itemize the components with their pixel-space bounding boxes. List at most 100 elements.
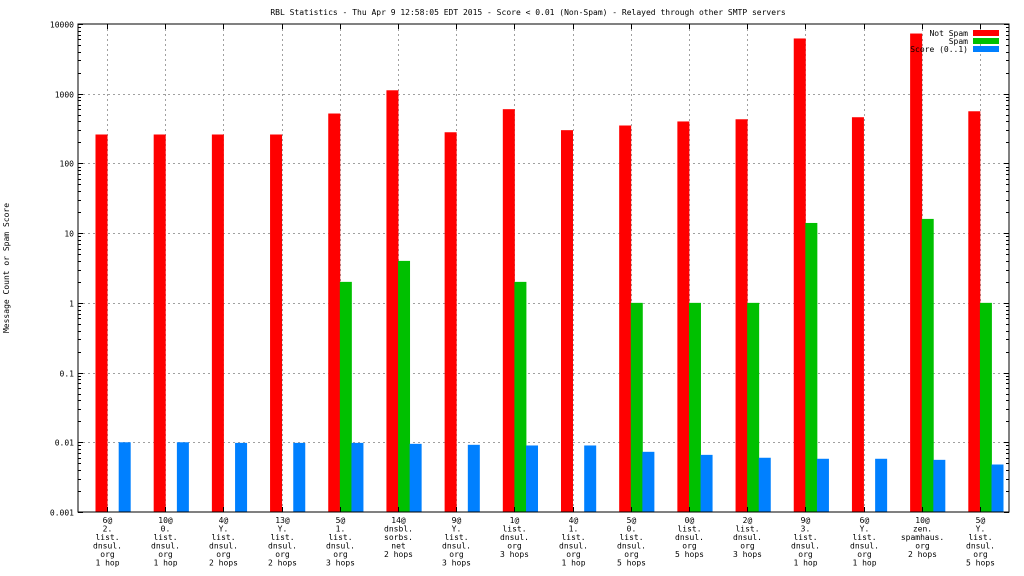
x-tick-label: 9@ Y. list. dnsul. org 3 hops: [442, 516, 471, 568]
bar-spam: [398, 260, 411, 512]
x-tick-label-line: org: [857, 550, 872, 559]
x-tick-label-line: org: [158, 550, 173, 559]
x-tick-label-line: 0.: [627, 525, 637, 534]
x-tick-label-line: dnsul.: [500, 533, 529, 542]
y-tick-label: 10000: [50, 21, 74, 30]
bar-score-0-1: [991, 464, 1004, 512]
x-tick-label-line: 1.: [336, 525, 346, 534]
x-tick-label-line: list.: [968, 533, 992, 542]
x-tick-label-line: org: [507, 542, 522, 551]
y-tick-label: 100: [60, 160, 75, 169]
x-tick-label-line: org: [333, 550, 348, 559]
x-tick-label-line: 2 hops: [268, 559, 297, 568]
bar-not-spam: [270, 134, 283, 512]
x-tick-label-line: 4@: [569, 516, 579, 525]
x-tick-label-line: list.: [211, 533, 235, 542]
x-tick-label: 4@ 1. list. dnsul. org 1 hop: [559, 516, 588, 568]
legend-swatch: [973, 38, 999, 44]
x-tick-label-line: 1 hop: [95, 559, 119, 568]
bar-score-0-1: [526, 445, 539, 512]
x-tick-label-line: 3 hops: [733, 550, 762, 559]
bar-score-0-1: [351, 442, 364, 512]
x-tick-label: 10@ 0. list. dnsul. org 1 hop: [151, 516, 180, 568]
x-tick-label-line: Y.: [452, 525, 462, 534]
x-tick-label-line: org: [449, 550, 464, 559]
x-tick-label-line: zen.: [913, 525, 932, 534]
ticks-layer: 0.001 0.01 0.1 1 10 100 1000 10000: [50, 21, 1009, 518]
bar-spam: [630, 302, 643, 512]
x-tick-label-line: 1@: [510, 516, 520, 525]
bar-spam: [514, 281, 527, 512]
x-tick-label: 10@ zen. spamhaus. org 2 hops: [901, 516, 944, 559]
bar-spam: [979, 302, 992, 512]
bar-score-0-1: [176, 442, 189, 512]
x-tick-label-line: list.: [677, 525, 701, 534]
x-tick-label-line: 1.: [569, 525, 579, 534]
x-tick-label-line: 2@: [743, 516, 753, 525]
bar-score-0-1: [933, 459, 946, 512]
x-tick-label-line: Y.: [860, 525, 870, 534]
x-tick-label-line: 10@: [915, 516, 930, 525]
x-tick-label-line: 5@: [627, 516, 637, 525]
x-tick-label-line: list.: [561, 533, 585, 542]
x-tick-label-line: org: [740, 542, 755, 551]
x-tick-label-line: dnsul.: [326, 542, 355, 551]
bar-not-spam: [444, 132, 457, 513]
x-tick-label-line: 5@: [336, 516, 346, 525]
plot-frame: [77, 23, 1010, 513]
x-tick-label-line: 1 hop: [153, 559, 177, 568]
x-tick-label-line: 2.: [103, 525, 113, 534]
x-tick-label-line: spamhaus.: [901, 533, 944, 542]
bar-score-0-1: [467, 444, 480, 512]
x-tick-label-line: list.: [852, 533, 876, 542]
bar-spam: [921, 218, 934, 512]
x-tick-label-line: 10@: [158, 516, 173, 525]
bar-not-spam: [328, 113, 341, 512]
x-tick-label-line: 0.: [161, 525, 171, 534]
x-tick-label-line: 9@: [452, 516, 462, 525]
x-tick-label: 5@ Y. list. dnsul. org 5 hops: [966, 516, 995, 568]
x-tick-label-line: 1 hop: [793, 559, 817, 568]
bar-spam: [339, 281, 352, 512]
x-tick-label-line: 1 hop: [852, 559, 876, 568]
x-tick-label-line: dnsbl.: [384, 525, 413, 534]
x-tick-label: 13@ Y. list. dnsul. org 2 hops: [268, 516, 297, 568]
x-tick-label: 9@ 3. list. dnsul. org 1 hop: [791, 516, 820, 568]
x-tick-label-line: 3 hops: [326, 559, 355, 568]
y-tick-label: 0.01: [55, 439, 74, 448]
bar-spam: [747, 302, 760, 512]
x-tick-label-line: list.: [619, 533, 643, 542]
x-tick-label-line: org: [100, 550, 115, 559]
bar-score-0-1: [816, 458, 829, 512]
x-tick-label: 4@ Y. list. dnsul. org 2 hops: [209, 516, 238, 568]
bar-not-spam: [910, 33, 923, 512]
x-tick-label-line: 5 hops: [675, 550, 704, 559]
x-tick-label-line: dnsul.: [559, 542, 588, 551]
x-tick-label-line: Y.: [278, 525, 288, 534]
x-tick-label: 5@ 0. list. dnsul. org 5 hops: [617, 516, 646, 568]
bar-score-0-1: [642, 451, 655, 512]
x-tick-label-line: org: [973, 550, 988, 559]
bar-score-0-1: [584, 445, 597, 512]
y-tick-label: 10: [64, 230, 74, 239]
x-tick-label-line: dnsul.: [617, 542, 646, 551]
x-tick-label-line: list.: [444, 533, 468, 542]
x-tick-label-line: 3 hops: [442, 559, 471, 568]
x-tick-label-line: list.: [270, 533, 294, 542]
x-tick-label-line: 2 hops: [384, 550, 413, 559]
x-tick-label-line: list.: [502, 525, 526, 534]
x-tick-label: 14@ dnsbl. sorbs. net 2 hops: [384, 516, 413, 559]
y-tick-label: 1000: [55, 91, 74, 100]
y-tick-label: 0.1: [60, 370, 75, 379]
chart-title: RBL Statistics - Thu Apr 9 12:58:05 EDT …: [270, 8, 786, 17]
x-tick-label-line: dnsul.: [151, 542, 180, 551]
x-tick-label-line: list.: [153, 533, 177, 542]
x-tick-label: 2@ list. dnsul. org 3 hops: [733, 516, 762, 559]
legend-swatch: [973, 46, 999, 52]
bar-score-0-1: [409, 443, 422, 512]
x-tick-label-line: list.: [735, 525, 759, 534]
bar-not-spam: [968, 111, 981, 513]
x-tick-label-line: 0@: [685, 516, 695, 525]
